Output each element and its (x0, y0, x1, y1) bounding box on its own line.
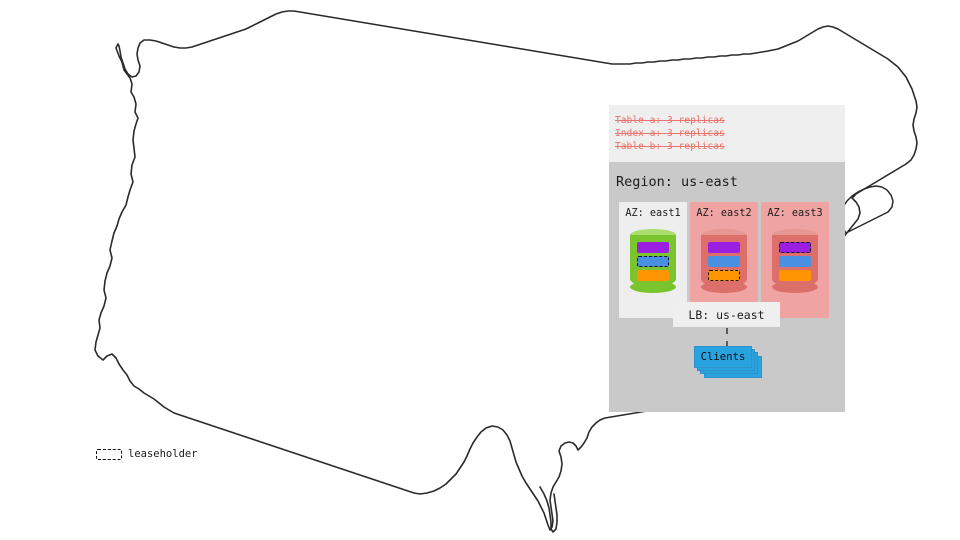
az-label-east2: AZ: east2 (696, 208, 752, 219)
db-node-east2[interactable] (701, 229, 747, 293)
replica-status-header: Table a: 3 replicas Index a: 3 replicas … (609, 105, 845, 162)
db-node-east3[interactable] (772, 229, 818, 293)
range-band-table-a[interactable] (637, 242, 669, 253)
range-band-table-a[interactable] (708, 242, 740, 253)
az-label-east3: AZ: east3 (767, 208, 823, 219)
range-band-index-a[interactable] (779, 256, 811, 267)
legend-label: leaseholder (128, 448, 198, 460)
az-panel-east1[interactable]: AZ: east1 (619, 202, 687, 318)
db-node-east1[interactable] (630, 229, 676, 293)
range-band-table-b[interactable] (637, 270, 669, 281)
az-row: AZ: east1 AZ: east2 (619, 202, 829, 318)
range-band-table-b[interactable] (779, 270, 811, 281)
range-band-table-a[interactable] (779, 242, 811, 253)
az-panel-east3[interactable]: AZ: east3 (761, 202, 829, 318)
great-lakes-path (840, 185, 894, 234)
florida-peninsula-path (539, 486, 558, 533)
range-bands-east3 (772, 229, 818, 293)
replica-status-line: Table b: 3 replicas (615, 141, 725, 152)
region-panel-us-east: Table a: 3 replicas Index a: 3 replicas … (609, 105, 845, 412)
clients-stack[interactable]: Clients (694, 346, 764, 378)
load-balancer-box[interactable]: LB: us-east (673, 302, 780, 327)
region-title: Region: us-east (616, 174, 738, 190)
leaseholder-swatch-icon (96, 448, 122, 460)
range-band-index-a[interactable] (708, 256, 740, 267)
clients-card-front[interactable]: Clients (694, 346, 752, 368)
range-band-index-a[interactable] (637, 256, 669, 267)
lb-clients-connector (726, 328, 730, 347)
range-bands-east2 (701, 229, 747, 293)
az-panel-east2[interactable]: AZ: east2 (690, 202, 758, 318)
region-body: Region: us-east AZ: east1 (609, 162, 845, 412)
legend: leaseholder (96, 448, 198, 460)
replica-status-line: Table a: 3 replicas (615, 115, 725, 126)
clients-label: Clients (700, 351, 746, 363)
az-label-east1: AZ: east1 (625, 208, 681, 219)
load-balancer-label: LB: us-east (688, 307, 765, 322)
range-bands-east1 (630, 229, 676, 293)
range-band-table-b[interactable] (708, 270, 740, 281)
replica-status-line: Index a: 3 replicas (615, 128, 725, 139)
